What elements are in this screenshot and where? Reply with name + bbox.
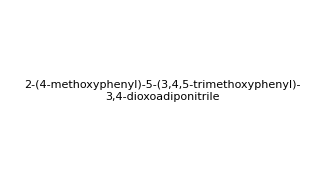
Text: 2-(4-methoxyphenyl)-5-(3,4,5-trimethoxyphenyl)-
3,4-dioxoadiponitrile: 2-(4-methoxyphenyl)-5-(3,4,5-trimethoxyp…	[24, 80, 300, 102]
